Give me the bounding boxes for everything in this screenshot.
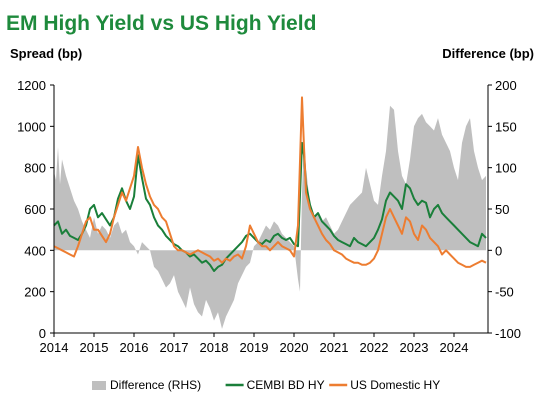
left-tick-label: 800 — [24, 161, 46, 176]
x-tick-label: 2024 — [440, 340, 469, 355]
x-tick-label: 2015 — [80, 340, 109, 355]
series-line-cembi-bd-hy — [53, 141, 487, 272]
right-tick-label: 200 — [495, 78, 517, 93]
right-tick-label: -50 — [495, 285, 514, 300]
left-tick-label: 0 — [39, 326, 46, 341]
x-tick-label: 2018 — [200, 340, 229, 355]
legend-swatch-difference-rhs- — [92, 381, 106, 390]
left-tick-label: 600 — [24, 202, 46, 217]
x-tick-label: 2017 — [160, 340, 189, 355]
x-tick-label: 2022 — [360, 340, 389, 355]
plot-area: 0 200 400 600 800 1000 1200 -100 -50 0 50 100 150 200… — [17, 78, 521, 355]
x-tick-label: 2016 — [120, 340, 149, 355]
right-tick-label: 50 — [495, 202, 509, 217]
left-tick-label: 200 — [24, 285, 46, 300]
left-tick-label: 1000 — [17, 119, 46, 134]
right-tick-label: -100 — [495, 326, 521, 341]
series-difference-area — [54, 105, 486, 329]
x-tick-label: 2023 — [400, 340, 429, 355]
series-line-us-domestic-hy — [53, 96, 487, 268]
legend-label-cembi-bd-hy: CEMBI BD HY — [247, 378, 325, 392]
x-tick-label: 2021 — [320, 340, 349, 355]
legend: Difference (RHS) CEMBI BD HY US Domestic H… — [92, 378, 440, 392]
right-tick-label: 150 — [495, 119, 517, 134]
legend-label-us-domestic-hy: US Domestic HY — [350, 378, 440, 392]
left-tick-label: 1200 — [17, 78, 46, 93]
right-tick-label: 0 — [495, 243, 502, 258]
x-tick-label: 2019 — [240, 340, 269, 355]
x-tick-label: 2020 — [280, 340, 309, 355]
right-axis-title: Difference (bp) — [442, 46, 534, 61]
legend-label-difference-rhs-: Difference (RHS) — [110, 378, 201, 392]
chart-title: EM High Yield vs US High Yield — [6, 12, 316, 35]
left-axis-title: Spread (bp) — [10, 46, 82, 61]
right-tick-label: 100 — [495, 161, 517, 176]
left-tick-label: 400 — [24, 243, 46, 258]
x-tick-label: 2014 — [40, 340, 69, 355]
